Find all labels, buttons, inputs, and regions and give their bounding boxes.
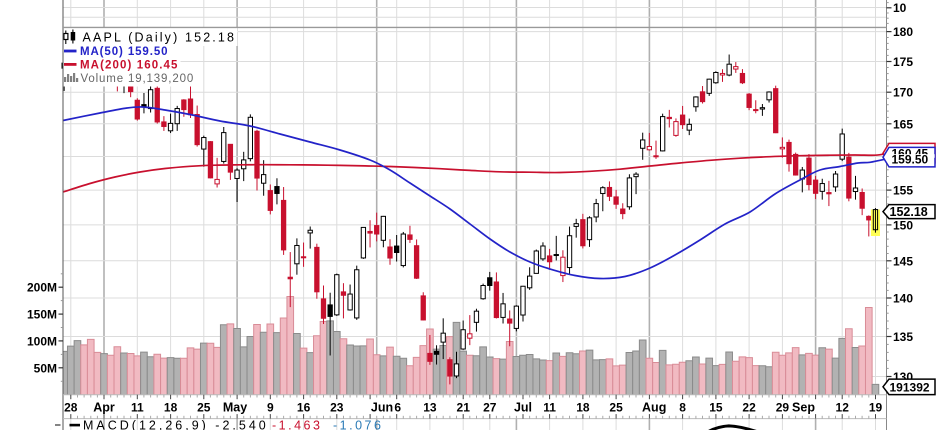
svg-text:11: 11 xyxy=(131,401,144,415)
svg-text:-1.076: -1.076 xyxy=(333,419,383,431)
svg-text:165: 165 xyxy=(893,117,913,131)
svg-text:MACD(12,26,9) -2.540: MACD(12,26,9) -2.540 xyxy=(83,419,269,431)
svg-text:13: 13 xyxy=(423,401,437,415)
svg-text:152.18: 152.18 xyxy=(890,205,928,219)
svg-text:Volume 19,139,200: Volume 19,139,200 xyxy=(81,73,195,85)
svg-text:175: 175 xyxy=(893,55,913,69)
svg-text:AAPL (Daily) 152.18: AAPL (Daily) 152.18 xyxy=(83,31,237,45)
svg-text:150M: 150M xyxy=(27,308,57,322)
svg-text:170: 170 xyxy=(893,86,913,100)
svg-text:155: 155 xyxy=(893,184,913,198)
svg-text:Jun: Jun xyxy=(371,401,393,415)
svg-text:MA(50) 159.50: MA(50) 159.50 xyxy=(80,46,168,58)
svg-text:18: 18 xyxy=(164,401,178,415)
svg-text:100M: 100M xyxy=(27,334,57,348)
svg-text:9: 9 xyxy=(267,401,274,415)
svg-text:200M: 200M xyxy=(27,281,57,295)
svg-text:50M: 50M xyxy=(34,361,57,375)
svg-text:23: 23 xyxy=(330,401,344,415)
svg-text:18: 18 xyxy=(576,401,590,415)
svg-text:191392: 191392 xyxy=(890,380,930,394)
svg-text:27: 27 xyxy=(483,401,497,415)
svg-text:159.50: 159.50 xyxy=(892,152,929,166)
svg-text:21: 21 xyxy=(457,401,471,415)
svg-text:135: 135 xyxy=(893,330,913,344)
svg-text:Sep: Sep xyxy=(792,401,815,415)
svg-text:-1.463: -1.463 xyxy=(272,419,322,431)
svg-text:Jul: Jul xyxy=(514,401,532,415)
svg-text:12: 12 xyxy=(836,401,850,415)
svg-text:25: 25 xyxy=(197,401,211,415)
svg-text:15: 15 xyxy=(709,401,723,415)
svg-text:11: 11 xyxy=(543,401,556,415)
svg-text:145: 145 xyxy=(893,254,913,268)
svg-text:25: 25 xyxy=(609,401,623,415)
svg-text:29: 29 xyxy=(776,401,790,415)
svg-text:180: 180 xyxy=(893,25,913,39)
svg-text:Apr: Apr xyxy=(93,401,115,415)
svg-text:8: 8 xyxy=(679,401,686,415)
svg-text:10: 10 xyxy=(893,1,907,15)
svg-text:28: 28 xyxy=(64,401,78,415)
svg-text:140: 140 xyxy=(893,292,913,306)
svg-text:16: 16 xyxy=(297,401,311,415)
svg-text:Aug: Aug xyxy=(642,401,666,415)
svg-text:MA(200) 160.45: MA(200) 160.45 xyxy=(80,59,179,71)
svg-text:19: 19 xyxy=(869,401,883,415)
svg-text:150: 150 xyxy=(893,218,913,232)
svg-text:6: 6 xyxy=(394,401,401,415)
svg-text:22: 22 xyxy=(742,401,756,415)
svg-text:May: May xyxy=(223,401,247,415)
